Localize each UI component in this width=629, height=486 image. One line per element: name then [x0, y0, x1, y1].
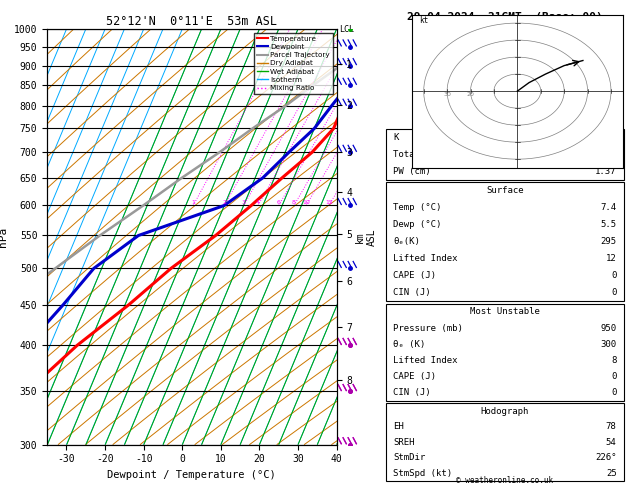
Text: θₑ (K): θₑ (K) [393, 340, 425, 349]
Text: 15: 15 [325, 200, 333, 206]
Text: StmDir: StmDir [393, 453, 425, 462]
Text: 0: 0 [611, 271, 616, 280]
Text: CIN (J): CIN (J) [393, 288, 431, 297]
Text: Lifted Index: Lifted Index [393, 356, 457, 365]
Text: 2: 2 [223, 200, 226, 206]
Text: kt: kt [419, 16, 428, 25]
Text: 20: 20 [467, 92, 474, 97]
Text: © weatheronline.co.uk: © weatheronline.co.uk [456, 476, 554, 485]
Text: 78: 78 [606, 422, 616, 431]
Text: 8: 8 [292, 200, 296, 206]
Text: 0: 0 [611, 388, 616, 398]
Text: Dewp (°C): Dewp (°C) [393, 220, 442, 229]
Text: 29.04.2024  21GMT  (Base: 00): 29.04.2024 21GMT (Base: 00) [407, 12, 603, 22]
Bar [386, 129, 624, 180]
Text: CAPE (J): CAPE (J) [393, 271, 436, 280]
Text: 950: 950 [601, 324, 616, 332]
Text: Temp (°C): Temp (°C) [393, 203, 442, 212]
Text: LCL: LCL [340, 25, 354, 34]
Text: 12: 12 [606, 254, 616, 263]
Text: Surface: Surface [486, 186, 523, 195]
Text: PW (cm): PW (cm) [393, 167, 431, 176]
Text: 1.37: 1.37 [595, 167, 616, 176]
Y-axis label: km
ASL: km ASL [355, 228, 377, 246]
Text: Lifted Index: Lifted Index [393, 254, 457, 263]
Text: 7.4: 7.4 [601, 203, 616, 212]
Text: Pressure (mb): Pressure (mb) [393, 324, 463, 332]
Title: 52°12'N  0°11'E  53m ASL: 52°12'N 0°11'E 53m ASL [106, 15, 277, 28]
Text: K: K [393, 133, 398, 142]
Text: SREH: SREH [393, 438, 415, 447]
Text: 43: 43 [606, 150, 616, 159]
Text: 3: 3 [242, 200, 246, 206]
Bar [386, 182, 624, 301]
Text: 10: 10 [303, 200, 310, 206]
Text: 54: 54 [606, 438, 616, 447]
Text: 1: 1 [191, 200, 195, 206]
Bar [386, 304, 624, 401]
Text: CAPE (J): CAPE (J) [393, 372, 436, 381]
Text: CIN (J): CIN (J) [393, 388, 431, 398]
Text: 30: 30 [443, 92, 451, 97]
Text: Most Unstable: Most Unstable [470, 307, 540, 316]
Text: 6: 6 [277, 200, 281, 206]
Text: 0: 0 [611, 288, 616, 297]
Text: 9: 9 [611, 133, 616, 142]
Text: 25: 25 [606, 469, 616, 478]
Y-axis label: hPa: hPa [0, 227, 8, 247]
Text: 4: 4 [256, 200, 260, 206]
Text: StmSpd (kt): StmSpd (kt) [393, 469, 452, 478]
Text: EH: EH [393, 422, 404, 431]
Legend: Temperature, Dewpoint, Parcel Trajectory, Dry Adiabat, Wet Adiabat, Isotherm, Mi: Temperature, Dewpoint, Parcel Trajectory… [253, 33, 333, 94]
Text: 0: 0 [611, 372, 616, 381]
Text: 226°: 226° [595, 453, 616, 462]
Text: θₑ(K): θₑ(K) [393, 237, 420, 246]
X-axis label: Dewpoint / Temperature (°C): Dewpoint / Temperature (°C) [108, 470, 276, 480]
Text: 5.5: 5.5 [601, 220, 616, 229]
Text: Totals Totals: Totals Totals [393, 150, 463, 159]
Text: 295: 295 [601, 237, 616, 246]
Text: 8: 8 [611, 356, 616, 365]
Text: 300: 300 [601, 340, 616, 349]
Text: Hodograph: Hodograph [481, 407, 529, 416]
Bar [386, 403, 624, 481]
